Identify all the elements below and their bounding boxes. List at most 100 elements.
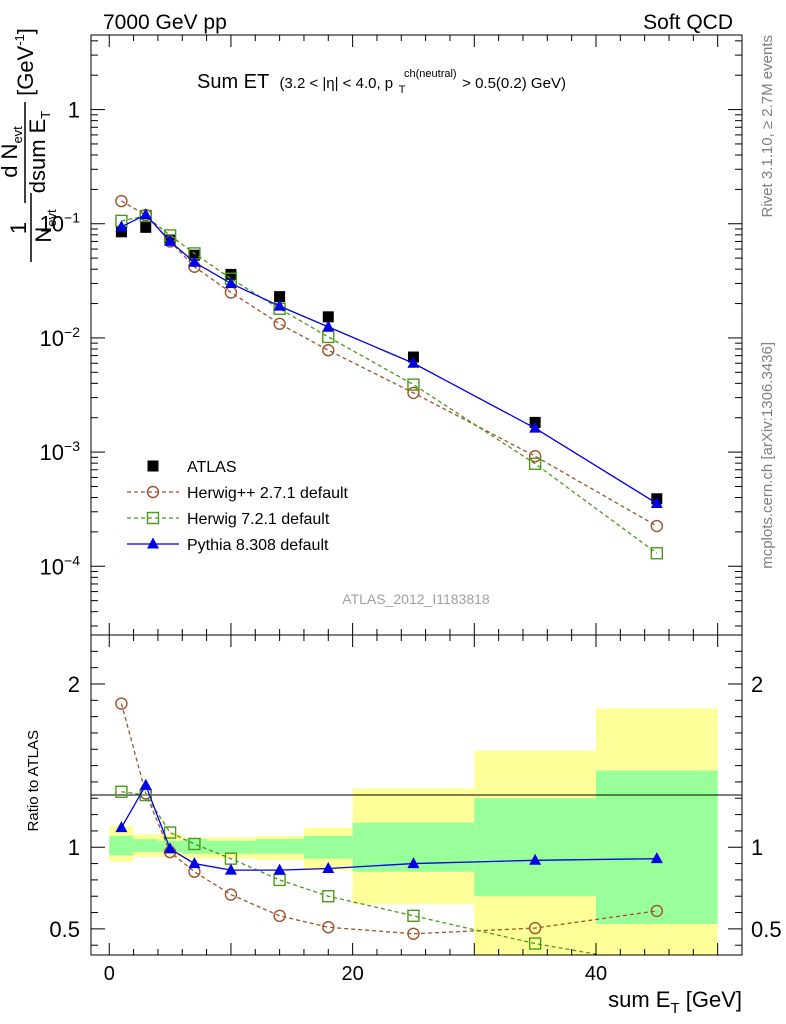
ylabel-unit-text: [GeV bbox=[13, 45, 38, 95]
y-tick-label-ratio-left: 1 bbox=[68, 835, 80, 860]
data-point-pythia-8-308-default bbox=[188, 255, 201, 267]
main-y-axis-label: 1 Nevt d Nevt dsum ET [GeV-1] bbox=[0, 28, 59, 262]
legend-marker-herwig-2-7-1-default bbox=[146, 485, 160, 499]
y-tick-label-main: 1 bbox=[68, 98, 80, 123]
analysis-watermark: ATLAS_2012_I1183818 bbox=[342, 591, 490, 607]
data-point-herwig-2-7-1-default bbox=[273, 317, 286, 330]
ratio-point-herwig-2-7-1-default bbox=[322, 921, 335, 934]
ylabel-n: N bbox=[31, 227, 56, 243]
tick-base: 10 bbox=[40, 326, 64, 351]
data-point-pythia-8-308-default bbox=[224, 276, 237, 288]
xlabel-unit: [GeV] bbox=[680, 987, 742, 1012]
green-band-bin bbox=[206, 840, 256, 854]
data-point-herwig-2-7-1-default bbox=[115, 194, 128, 208]
ylabel-nevt: Nevt bbox=[31, 209, 59, 243]
green-band-bin bbox=[182, 839, 207, 854]
main-series-group bbox=[115, 194, 664, 560]
ratio-point-pythia-8-308-default bbox=[188, 857, 201, 869]
data-point-atlas bbox=[188, 249, 200, 261]
title-detail-b: > 0.5(0.2) GeV) bbox=[462, 75, 566, 92]
ratio-point-herwig-7-2-1-default bbox=[115, 785, 128, 798]
ratio-point-herwig-7-2-1-default bbox=[322, 890, 335, 903]
data-point-pythia-8-308-default bbox=[115, 220, 128, 232]
ylabel-dn: d Nevt bbox=[0, 126, 25, 178]
tick-exponent: −4 bbox=[64, 552, 80, 568]
data-point-herwig-7-2-1-default bbox=[407, 378, 420, 391]
data-point-atlas bbox=[274, 291, 286, 303]
axis-ticks bbox=[91, 35, 742, 955]
legend-marker-atlas bbox=[147, 460, 159, 472]
title-sub: T bbox=[399, 84, 406, 96]
series-line-herwig-2-7-1-default bbox=[121, 200, 658, 527]
data-point-herwig-7-2-1-default bbox=[650, 547, 664, 560]
series-line-pythia-8-308-default bbox=[121, 213, 658, 504]
ratio-plot-frame bbox=[90, 634, 743, 956]
data-point-atlas bbox=[115, 226, 127, 238]
data-point-herwig-7-2-1-default bbox=[528, 457, 542, 470]
ratio-point-herwig-2-7-1-default bbox=[407, 927, 420, 940]
ratio-point-herwig-7-2-1-default bbox=[273, 873, 286, 887]
ylabel-n-sub: evt bbox=[44, 209, 59, 227]
ratio-point-pythia-8-308-default bbox=[273, 863, 286, 875]
data-point-herwig-2-7-1-default bbox=[322, 344, 335, 357]
y-tick-label-ratio-left: 0.5 bbox=[49, 917, 80, 942]
x-axis-label: sum ET [GeV] bbox=[608, 987, 742, 1017]
y-tick-label-ratio-right: 1 bbox=[751, 835, 763, 860]
data-point-pythia-8-308-default bbox=[650, 496, 663, 508]
y-tick-label-main: 10−1 bbox=[40, 210, 81, 237]
legend-marker-herwig-7-2-1-default bbox=[146, 511, 160, 525]
ylabel-dsum-sub: T bbox=[38, 111, 53, 119]
ratio-point-herwig-2-7-1-default bbox=[224, 888, 238, 901]
side-text-top: Rivet 3.1.10, ≥ 2.7M events bbox=[759, 35, 776, 218]
x-tick-label: 20 bbox=[341, 963, 363, 985]
data-point-pythia-8-308-default bbox=[407, 356, 420, 368]
data-point-herwig-7-2-1-default bbox=[322, 330, 335, 344]
y-tick-label-ratio-right: 2 bbox=[751, 672, 763, 697]
data-point-atlas bbox=[140, 221, 152, 233]
data-point-herwig-2-7-1-default bbox=[650, 519, 664, 533]
y-tick-label-main: 10−3 bbox=[40, 438, 81, 465]
title-sup: ch(neutral) bbox=[404, 68, 457, 80]
ylabel-unit-sup: -1 bbox=[12, 34, 27, 46]
xlabel-text: sum E bbox=[608, 987, 670, 1012]
ylabel-unit: [GeV-1] bbox=[12, 28, 38, 96]
ratio-y-axis-label: Ratio to ATLAS bbox=[25, 730, 42, 831]
x-tick-label: 0 bbox=[104, 963, 115, 985]
ratio-point-herwig-7-2-1-default bbox=[163, 826, 177, 839]
green-band-bin bbox=[133, 839, 158, 853]
green-band-bin bbox=[109, 835, 134, 856]
header-left-label: 7000 GeV pp bbox=[103, 11, 227, 34]
ratio-uncertainty-bands bbox=[109, 708, 718, 955]
ratio-point-pythia-8-308-default bbox=[164, 842, 177, 854]
ratio-point-pythia-8-308-default bbox=[650, 852, 663, 864]
ratio-line-pythia-8-308-default bbox=[120, 783, 657, 871]
legend: ATLAS Herwig++ 2.7.1 default Herwig 7.2.1 … bbox=[127, 459, 349, 554]
y-tick-label-main: 10−4 bbox=[40, 552, 81, 579]
tick-base: 1 bbox=[68, 98, 80, 123]
ratio-series-group bbox=[115, 697, 664, 955]
x-tick-label: 40 bbox=[585, 963, 607, 985]
ratio-point-pythia-8-308-default bbox=[139, 778, 152, 790]
tick-base: 10 bbox=[40, 212, 64, 237]
green-band-bin bbox=[474, 798, 596, 897]
ratio-point-herwig-7-2-1-default bbox=[188, 837, 201, 851]
tick-base: 10 bbox=[40, 440, 64, 465]
data-point-pythia-8-308-default bbox=[139, 208, 152, 220]
y-tick-label-ratio-right: 0.5 bbox=[751, 917, 782, 942]
legend-label-atlas: ATLAS bbox=[187, 459, 237, 476]
ylabel-d-sub: evt bbox=[10, 126, 25, 144]
data-point-herwig-2-7-1-default bbox=[528, 450, 542, 463]
data-point-pythia-8-308-default bbox=[164, 234, 177, 246]
ylabel-dsum-text: dsum E bbox=[25, 119, 50, 194]
y-tick-label-main: 10−2 bbox=[40, 324, 81, 351]
ratio-point-herwig-7-2-1-default bbox=[407, 909, 420, 923]
legend-label-herwig-7-2-1-default: Herwig 7.2.1 default bbox=[187, 511, 330, 528]
tick-base: 10 bbox=[40, 554, 64, 579]
ratio-line-herwig-7-2-1-default bbox=[121, 791, 605, 955]
green-band-bin bbox=[255, 839, 304, 854]
tick-exponent: −1 bbox=[64, 210, 80, 226]
ratio-point-herwig-7-2-1-default bbox=[528, 937, 542, 950]
data-point-atlas bbox=[225, 268, 237, 280]
